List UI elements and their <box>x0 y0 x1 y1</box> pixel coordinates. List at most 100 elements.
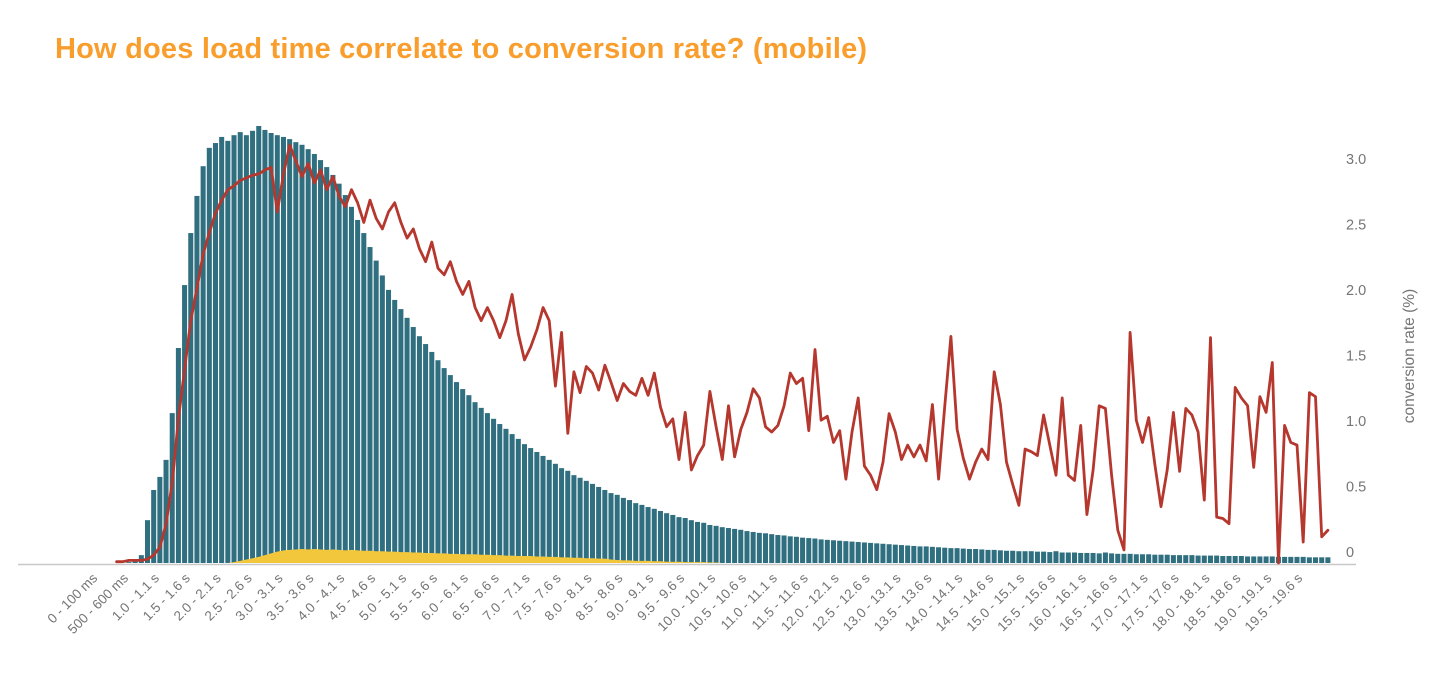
y-tick-label: 2.5 <box>1346 218 1366 234</box>
traffic-bar <box>775 535 781 563</box>
traffic-bar <box>256 126 262 563</box>
traffic-bar <box>1170 555 1176 563</box>
traffic-bar <box>274 135 280 563</box>
traffic-bar <box>429 351 435 563</box>
traffic-bar <box>243 135 249 563</box>
traffic-bar <box>1319 557 1325 563</box>
traffic-bar <box>738 529 744 563</box>
traffic-bar <box>874 543 880 563</box>
traffic-bar <box>664 513 670 563</box>
traffic-bar <box>614 494 620 563</box>
traffic-bar <box>769 534 775 563</box>
traffic-bar <box>1238 556 1244 563</box>
y-tick-label: 1.0 <box>1346 414 1366 430</box>
traffic-bar <box>194 195 200 564</box>
traffic-bar <box>1294 556 1300 563</box>
traffic-bar <box>911 545 917 563</box>
traffic-bar <box>1090 552 1096 563</box>
traffic-bar <box>713 525 719 564</box>
traffic-bar <box>441 368 447 563</box>
traffic-bar <box>268 132 274 564</box>
y-tick-label: 0.5 <box>1346 480 1366 496</box>
traffic-bar <box>1195 555 1201 563</box>
traffic-bar <box>589 483 595 563</box>
traffic-bar <box>361 233 367 563</box>
traffic-bar <box>528 448 534 563</box>
y-tick-label: 2.0 <box>1346 283 1366 299</box>
traffic-bar <box>484 413 490 563</box>
traffic-bar <box>571 475 577 563</box>
traffic-bar <box>781 535 787 563</box>
traffic-bar <box>373 260 379 563</box>
traffic-bar <box>546 459 552 563</box>
traffic-bar <box>466 395 472 563</box>
traffic-bar <box>837 540 843 563</box>
traffic-bar <box>1065 552 1071 563</box>
traffic-bar <box>1146 554 1152 563</box>
traffic-bar <box>503 428 509 563</box>
traffic-bar <box>707 524 713 563</box>
traffic-bar <box>855 542 861 563</box>
traffic-bar <box>602 490 608 563</box>
traffic-bar <box>892 544 898 563</box>
traffic-bar <box>577 477 583 563</box>
traffic-bar <box>1232 556 1238 563</box>
traffic-bar <box>1282 556 1288 563</box>
traffic-bar <box>206 147 212 563</box>
traffic-bar <box>824 539 830 563</box>
traffic-bar <box>868 542 874 563</box>
traffic-bar <box>608 493 614 563</box>
traffic-bar <box>1078 552 1084 563</box>
traffic-bar <box>212 143 218 564</box>
traffic-bar <box>936 547 942 563</box>
traffic-bar <box>1220 556 1226 563</box>
traffic-bar <box>923 546 929 563</box>
traffic-bar <box>410 327 416 563</box>
traffic-bar <box>1016 551 1022 563</box>
traffic-bar <box>509 434 515 563</box>
traffic-bar <box>719 527 725 563</box>
traffic-bar <box>744 531 750 563</box>
traffic-bar <box>806 538 812 563</box>
traffic-bar <box>200 166 206 563</box>
traffic-bar <box>1306 557 1312 563</box>
traffic-bar <box>175 348 181 563</box>
y-tick-label: 1.5 <box>1346 349 1366 365</box>
traffic-bar <box>1028 551 1034 563</box>
traffic-bar <box>948 548 954 563</box>
traffic-bar <box>1034 551 1040 563</box>
traffic-bar <box>250 130 256 563</box>
traffic-bar <box>1109 553 1115 563</box>
traffic-bar <box>416 336 422 563</box>
traffic-bar <box>559 468 565 563</box>
traffic-bar <box>695 521 701 563</box>
conversion-rate-line <box>115 143 1330 565</box>
traffic-bar <box>1152 554 1158 563</box>
traffic-bar <box>287 139 293 564</box>
traffic-bar <box>379 275 385 563</box>
traffic-bar <box>620 497 626 563</box>
traffic-bar <box>596 486 602 563</box>
traffic-bar <box>1251 556 1257 563</box>
traffic-bar <box>1207 555 1213 563</box>
traffic-bar <box>1300 556 1306 563</box>
traffic-bar <box>701 522 707 563</box>
traffic-bar <box>497 424 503 563</box>
y-tick-label: 3.0 <box>1346 152 1366 168</box>
traffic-bars-group <box>126 126 1331 564</box>
traffic-bar <box>552 463 558 563</box>
traffic-bar <box>330 174 336 563</box>
traffic-bar <box>231 135 237 563</box>
traffic-bar <box>1047 552 1053 564</box>
traffic-bar <box>348 206 354 563</box>
traffic-bar <box>1102 552 1108 563</box>
conversions-area <box>227 549 723 563</box>
traffic-bar <box>905 545 911 563</box>
traffic-bar <box>472 402 478 563</box>
y-axis-right-labels: 0 0.5 1.0 1.5 2.0 2.5 3.0 <box>1346 152 1366 561</box>
traffic-bar <box>793 536 799 563</box>
traffic-bar <box>1257 556 1263 563</box>
traffic-bar <box>929 546 935 563</box>
traffic-bar <box>1004 550 1010 563</box>
